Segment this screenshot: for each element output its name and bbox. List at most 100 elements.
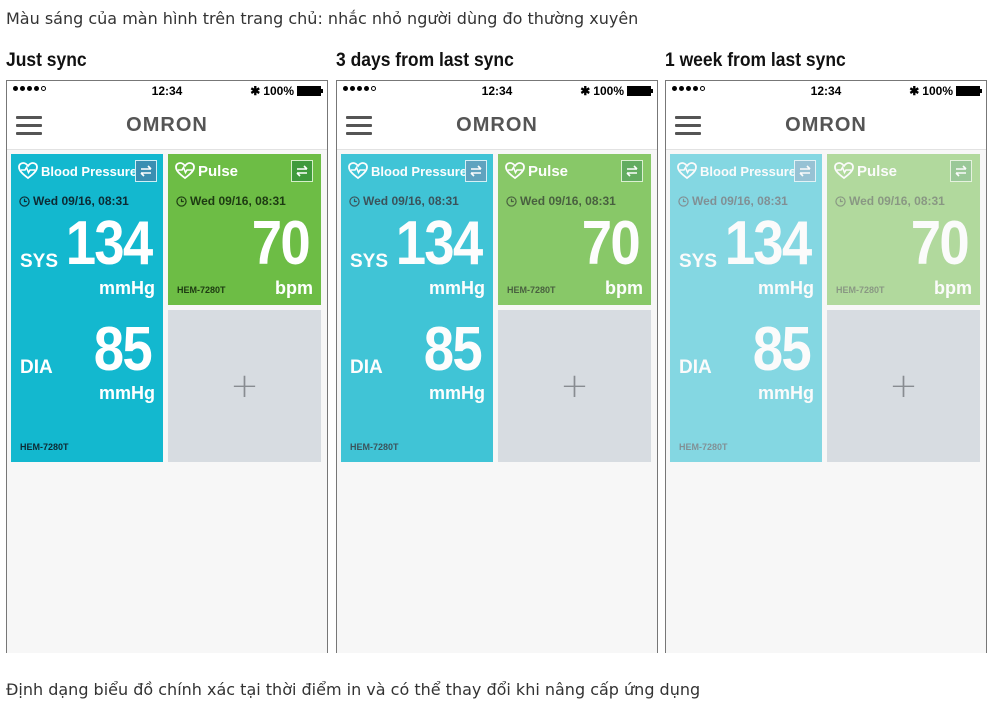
top-caption: Màu sáng của màn hình trên trang chủ: nh… xyxy=(6,9,639,28)
blood-pressure-tile[interactable]: Blood Pressure Wed 09/16, 08:31 SYS 134 … xyxy=(341,154,493,462)
clock-icon xyxy=(835,195,846,207)
heart-pulse-icon xyxy=(834,162,854,180)
panel-heading-just-sync: Just sync xyxy=(6,50,87,71)
device-model: HEM-7280T xyxy=(177,285,226,295)
dia-unit: mmHg xyxy=(428,383,485,403)
bluetooth-icon: ✱ xyxy=(250,84,261,98)
sys-value: 134 xyxy=(724,209,812,278)
clock-icon xyxy=(506,195,517,207)
battery-percent: 100% xyxy=(593,84,624,98)
battery-icon xyxy=(627,86,653,96)
measurement-timestamp: Wed 09/16, 08:31 xyxy=(506,194,616,208)
signal-icon xyxy=(672,86,705,91)
tile-label: Blood Pressure xyxy=(700,163,797,179)
sync-icon[interactable] xyxy=(621,160,643,182)
blood-pressure-tile[interactable]: Blood Pressure Wed 09/16, 08:31 SYS 134 … xyxy=(670,154,822,462)
sys-label: SYS xyxy=(350,251,389,272)
clock-icon xyxy=(19,195,30,207)
pulse-unit: bpm xyxy=(275,278,313,298)
omron-logo: OMRON xyxy=(785,114,867,136)
sync-icon[interactable] xyxy=(794,160,816,182)
panel-heading-1-week: 1 week from last sync xyxy=(665,50,846,71)
dia-unit: mmHg xyxy=(757,383,814,403)
omron-logo: OMRON xyxy=(126,114,208,136)
dia-unit: mmHg xyxy=(98,383,155,403)
tile-label: Pulse xyxy=(528,162,569,180)
blood-pressure-title: Blood Pressure xyxy=(348,162,467,180)
tile-label: Blood Pressure xyxy=(41,163,138,179)
bluetooth-icon: ✱ xyxy=(909,84,920,98)
sys-label: SYS xyxy=(679,251,718,272)
sync-icon[interactable] xyxy=(465,160,487,182)
dia-value: 85 xyxy=(752,315,812,384)
status-time: 12:34 xyxy=(481,84,513,98)
measurement-timestamp: Wed 09/16, 08:31 xyxy=(678,194,788,208)
signal-icon xyxy=(13,86,46,91)
pulse-tile[interactable]: Pulse Wed 09/16, 08:31 70 bpm HEM-7280T xyxy=(498,154,651,305)
dashboard: Blood Pressure Wed 09/16, 08:31 SYS 134 … xyxy=(337,150,657,653)
sync-icon[interactable] xyxy=(135,160,157,182)
app-header: OMRON xyxy=(7,103,327,150)
heart-pulse-icon xyxy=(175,162,195,180)
measurement-timestamp: Wed 09/16, 08:31 xyxy=(176,194,286,208)
dia-label: DIA xyxy=(350,357,383,378)
sys-value: 134 xyxy=(395,209,483,278)
heart-pulse-icon xyxy=(348,162,368,180)
dia-value: 85 xyxy=(93,315,153,384)
battery-percent: 100% xyxy=(263,84,294,98)
sys-unit: mmHg xyxy=(98,278,155,298)
blood-pressure-title: Blood Pressure xyxy=(18,162,137,180)
omron-logo: OMRON xyxy=(456,114,538,136)
pulse-value: 70 xyxy=(581,209,641,278)
add-tile[interactable]: + xyxy=(827,310,980,462)
battery-indicator: ✱ 100% xyxy=(909,84,982,98)
pulse-tile[interactable]: Pulse Wed 09/16, 08:31 70 bpm HEM-7280T xyxy=(168,154,321,305)
phone-screen-just-sync: 12:34 ✱ 100% OMRON Blood Pressure Wed 09… xyxy=(6,80,328,653)
menu-icon[interactable] xyxy=(675,116,701,136)
heart-pulse-icon xyxy=(505,162,525,180)
clock-icon xyxy=(349,195,360,207)
heart-pulse-icon xyxy=(677,162,697,180)
pulse-tile[interactable]: Pulse Wed 09/16, 08:31 70 bpm HEM-7280T xyxy=(827,154,980,305)
menu-icon[interactable] xyxy=(346,116,372,136)
sync-icon[interactable] xyxy=(950,160,972,182)
sys-unit: mmHg xyxy=(428,278,485,298)
menu-icon[interactable] xyxy=(16,116,42,136)
pulse-value: 70 xyxy=(251,209,311,278)
add-tile[interactable]: + xyxy=(498,310,651,462)
battery-indicator: ✱ 100% xyxy=(580,84,653,98)
heart-pulse-icon xyxy=(18,162,38,180)
pulse-title: Pulse xyxy=(505,162,568,180)
device-model: HEM-7280T xyxy=(836,285,885,295)
dashboard: Blood Pressure Wed 09/16, 08:31 SYS 134 … xyxy=(666,150,986,653)
phone-screen-3-days: 12:34 ✱ 100% OMRON Blood Pressure Wed 09… xyxy=(336,80,658,653)
app-header: OMRON xyxy=(666,103,986,150)
sys-label: SYS xyxy=(20,251,59,272)
device-model: HEM-7280T xyxy=(20,442,69,452)
tile-label: Blood Pressure xyxy=(371,163,468,179)
battery-indicator: ✱ 100% xyxy=(250,84,323,98)
app-header: OMRON xyxy=(337,103,657,150)
pulse-unit: bpm xyxy=(934,278,972,298)
panel-heading-3-days: 3 days from last sync xyxy=(336,50,514,71)
status-time: 12:34 xyxy=(810,84,842,98)
bottom-caption: Định dạng biểu đồ chính xác tại thời điể… xyxy=(6,680,701,699)
status-bar: 12:34 ✱ 100% xyxy=(7,81,327,103)
sys-unit: mmHg xyxy=(757,278,814,298)
dia-value: 85 xyxy=(423,315,483,384)
plus-icon[interactable]: + xyxy=(230,366,259,406)
device-model: HEM-7280T xyxy=(679,442,728,452)
blood-pressure-tile[interactable]: Blood Pressure Wed 09/16, 08:31 SYS 134 … xyxy=(11,154,163,462)
plus-icon[interactable]: + xyxy=(889,366,918,406)
plus-icon[interactable]: + xyxy=(560,366,589,406)
pulse-unit: bpm xyxy=(605,278,643,298)
bluetooth-icon: ✱ xyxy=(580,84,591,98)
sync-icon[interactable] xyxy=(291,160,313,182)
add-tile[interactable]: + xyxy=(168,310,321,462)
device-model: HEM-7280T xyxy=(350,442,399,452)
status-time: 12:34 xyxy=(151,84,183,98)
status-bar: 12:34 ✱ 100% xyxy=(337,81,657,103)
tile-label: Pulse xyxy=(857,162,898,180)
signal-icon xyxy=(343,86,376,91)
dashboard: Blood Pressure Wed 09/16, 08:31 SYS 134 … xyxy=(7,150,327,653)
